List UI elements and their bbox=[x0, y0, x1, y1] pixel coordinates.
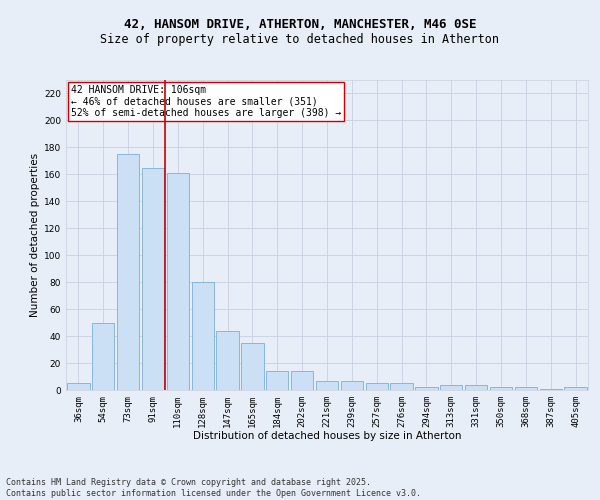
Bar bbox=[316, 380, 338, 390]
Bar bbox=[217, 330, 239, 390]
Bar bbox=[539, 388, 562, 390]
Bar bbox=[117, 154, 139, 390]
Bar bbox=[67, 384, 89, 390]
Bar bbox=[440, 384, 463, 390]
X-axis label: Distribution of detached houses by size in Atherton: Distribution of detached houses by size … bbox=[193, 432, 461, 442]
Bar bbox=[167, 173, 189, 390]
Text: 42 HANSOM DRIVE: 106sqm
← 46% of detached houses are smaller (351)
52% of semi-d: 42 HANSOM DRIVE: 106sqm ← 46% of detache… bbox=[71, 84, 341, 118]
Y-axis label: Number of detached properties: Number of detached properties bbox=[30, 153, 40, 317]
Bar bbox=[92, 322, 115, 390]
Bar bbox=[241, 343, 263, 390]
Bar bbox=[291, 371, 313, 390]
Bar bbox=[565, 388, 587, 390]
Text: 42, HANSOM DRIVE, ATHERTON, MANCHESTER, M46 0SE: 42, HANSOM DRIVE, ATHERTON, MANCHESTER, … bbox=[124, 18, 476, 30]
Bar bbox=[465, 384, 487, 390]
Bar bbox=[266, 371, 289, 390]
Text: Size of property relative to detached houses in Atherton: Size of property relative to detached ho… bbox=[101, 32, 499, 46]
Bar bbox=[415, 388, 437, 390]
Bar bbox=[515, 388, 537, 390]
Bar bbox=[142, 168, 164, 390]
Bar bbox=[391, 384, 413, 390]
Bar bbox=[341, 380, 363, 390]
Text: Contains HM Land Registry data © Crown copyright and database right 2025.
Contai: Contains HM Land Registry data © Crown c… bbox=[6, 478, 421, 498]
Bar bbox=[490, 388, 512, 390]
Bar bbox=[191, 282, 214, 390]
Bar bbox=[365, 384, 388, 390]
